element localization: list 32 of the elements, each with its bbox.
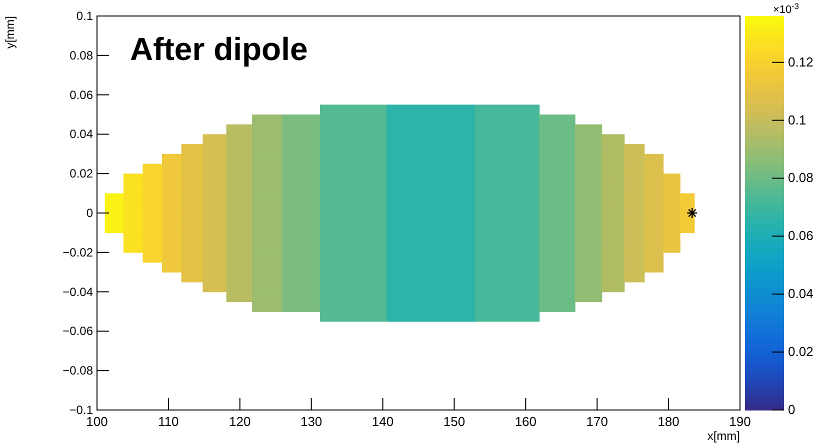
color-bar-label: 0 [788,402,796,417]
y-tick-label: 0.04 [70,127,94,142]
y-tick-label: −0.06 [62,324,94,338]
y-tick-label: −0.02 [62,245,94,260]
x-tick-label: 130 [300,414,322,429]
color-bar-label: 0.06 [788,228,814,244]
color-bar-label: 0.12 [788,54,814,70]
color-bar-title: ×10$^{-3}$ [772,2,800,16]
y-tick-label: −0.08 [62,364,94,378]
y-tick-label: 0 [86,206,94,220]
color-bar-label: 0.1 [788,112,806,128]
color-bar-label: 0.08 [788,170,814,186]
x-tick-label: 110 [158,414,179,429]
y-tick-label: 0.08 [70,48,94,62]
x-tick-label: 180 [658,414,680,429]
y-tick-label: −0.1 [69,403,94,417]
y-tick-label: 0.06 [70,88,94,102]
x-tick-label: 170 [586,414,608,429]
x-tick-label: 150 [443,414,466,429]
x-tick-label: 160 [514,414,537,429]
color-bar-label: 0.02 [788,344,814,360]
x-axis-title: x[mm] [707,429,740,443]
x-tick-label: 140 [372,414,394,429]
y-tick-label: −0.04 [62,284,94,299]
y-tick-label: 0.02 [70,166,94,181]
y-axis-title: y[mm] [3,16,17,49]
x-tick-label: 100 [86,414,108,429]
x-tick-label: 190 [729,414,751,429]
y-tick-label: 0.1 [76,9,94,23]
x-tick-label: 120 [229,414,251,429]
color-bar-label: 0.04 [788,286,814,302]
text: After dipole [130,31,308,67]
